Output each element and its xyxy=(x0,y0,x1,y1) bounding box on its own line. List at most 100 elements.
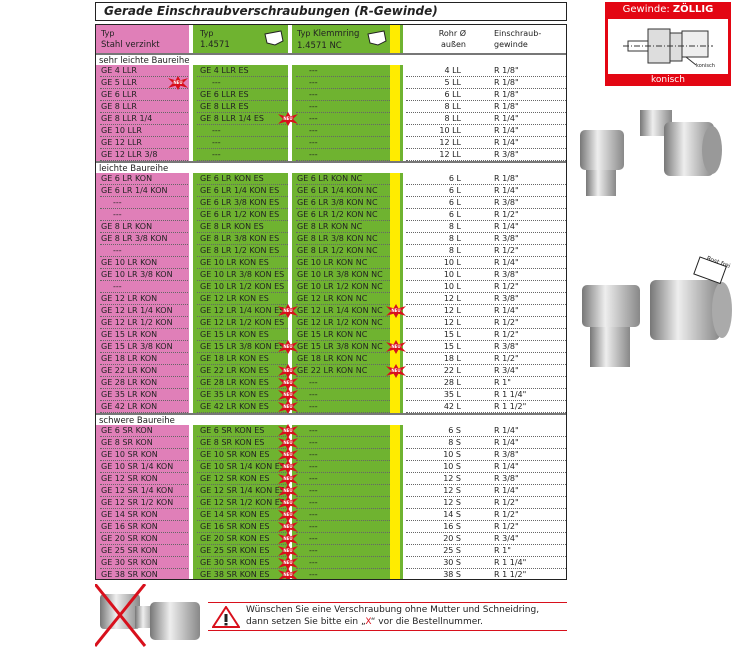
new-badge-icon: NEU xyxy=(278,484,298,498)
row-divider xyxy=(406,388,566,389)
row-divider xyxy=(100,568,188,569)
cell-type-3: --- xyxy=(309,510,318,519)
fitting-photo-galvanized xyxy=(580,110,722,196)
row-divider xyxy=(406,76,566,77)
cell-type-2: GE 12 SR KON ES xyxy=(200,474,270,483)
row-divider xyxy=(296,328,390,329)
table-row: GE 16 SR KON GE 16 SR KON ES --- 16 S R 1/2"… xyxy=(96,520,566,534)
cell-thread: R 1/2" xyxy=(494,330,519,339)
table-row: GE 15 LR KON GE 15 LR KON ES GE 15 LR KON … xyxy=(96,329,566,341)
row-divider xyxy=(406,532,566,533)
cell-type-3: --- xyxy=(309,438,318,447)
row-divider xyxy=(100,496,188,497)
row-divider xyxy=(197,544,288,545)
header-text: Stahl verzinkt xyxy=(101,40,160,50)
thread-diagram: konisch xyxy=(608,19,728,74)
cell-type-1: GE 6 SR KON xyxy=(101,426,153,435)
row-divider xyxy=(197,496,288,497)
cell-thread: R 1/2" xyxy=(494,282,519,291)
row-divider xyxy=(296,484,390,485)
row-divider xyxy=(296,244,390,245)
row-divider xyxy=(100,472,188,473)
cell-type-1: GE 6 LR 1/4 KON xyxy=(101,186,168,195)
row-divider xyxy=(197,304,288,305)
row-divider xyxy=(100,508,188,509)
row-divider xyxy=(197,400,288,401)
table-row: GE 30 SR KON GE 30 SR KON ES --- 30 S R 1 1/… xyxy=(96,556,566,570)
cell-thread: R 1/4" xyxy=(494,126,519,135)
cell-thread: R 1/8" xyxy=(494,78,519,87)
cell-type-2: GE 22 LR KON ES xyxy=(200,366,269,375)
cell-type-3: --- xyxy=(309,474,318,483)
row-divider xyxy=(406,160,566,161)
cell-thread: R 3/8" xyxy=(494,270,519,279)
row-divider xyxy=(100,232,188,233)
cell-thread: R 1/8" xyxy=(494,90,519,99)
header-col5: Einschraub-gewinde xyxy=(494,28,541,50)
cell-type-3: --- xyxy=(309,426,318,435)
cell-type-3: GE 8 LR KON NC xyxy=(297,222,363,231)
row-divider xyxy=(406,112,566,113)
row-divider xyxy=(296,352,390,353)
cell-pipe-diameter: 12 S xyxy=(443,498,461,507)
cell-type-3: GE 12 LR KON NC xyxy=(297,294,368,303)
row-divider xyxy=(406,328,566,329)
table-row: GE 42 LR KON GE 42 LR KON ES --- 42 L R 1 1/… xyxy=(96,400,566,414)
table-row: GE 8 SR KON GE 8 SR KON ES --- 8 S R 1/4" NEU xyxy=(96,436,566,450)
row-divider xyxy=(296,412,390,413)
row-divider xyxy=(100,532,188,533)
cell-type-3: --- xyxy=(309,462,318,471)
row-divider xyxy=(406,448,566,449)
row-divider xyxy=(296,448,390,449)
cell-type-1: GE 25 SR KON xyxy=(101,546,158,555)
cell-type-3: GE 22 LR KON NC xyxy=(297,366,368,375)
cell-type-1: GE 12 LR 1/4 KON xyxy=(101,306,173,315)
cell-pipe-diameter: 38 S xyxy=(443,570,461,579)
row-divider xyxy=(197,88,288,89)
cell-type-3: --- xyxy=(309,558,318,567)
cell-type-1: GE 10 LR 3/8 KON xyxy=(101,270,173,279)
row-divider xyxy=(406,436,566,437)
cell-pipe-diameter: 8 L xyxy=(448,234,461,243)
cell-type-3: GE 6 LR 1/2 KON NC xyxy=(297,210,378,219)
cell-type-3: --- xyxy=(309,114,318,123)
new-badge-icon: NEU xyxy=(278,568,298,579)
row-divider xyxy=(197,256,288,257)
row-divider xyxy=(100,244,188,245)
cell-type-2: GE 10 LR 3/8 KON ES xyxy=(200,270,285,279)
cell-thread: R 1/4" xyxy=(494,486,519,495)
cell-pipe-diameter: 8 L xyxy=(448,222,461,231)
cell-pipe-diameter: 18 L xyxy=(443,354,461,363)
row-divider xyxy=(100,328,188,329)
cell-type-2: GE 20 SR KON ES xyxy=(200,534,270,543)
row-divider xyxy=(197,124,288,125)
row-divider xyxy=(406,508,566,509)
row-divider xyxy=(197,112,288,113)
cell-pipe-diameter: 12 L xyxy=(443,294,461,303)
cell-type-1: GE 35 LR KON xyxy=(101,390,158,399)
new-badge-icon: NEU xyxy=(278,520,298,534)
row-divider xyxy=(296,268,390,269)
header-text: Einschraub- xyxy=(494,29,542,38)
cell-type-3: GE 10 LR KON NC xyxy=(297,258,368,267)
green-stripe xyxy=(400,25,403,579)
row-divider xyxy=(406,412,566,413)
new-badge-icon: NEU xyxy=(278,532,298,546)
cell-pipe-diameter: 12 S xyxy=(443,474,461,483)
cell-type-2: GE 30 SR KON ES xyxy=(200,558,270,567)
fitting-cross-section-icon xyxy=(623,28,713,66)
table-row: GE 8 LLR 1/4 GE 8 LLR 1/4 ES --- 8 LL R 1/4"… xyxy=(96,112,566,126)
row-divider xyxy=(296,124,390,125)
new-badge-icon: NEU xyxy=(278,460,298,474)
cell-thread: R 3/8" xyxy=(494,150,519,159)
cell-pipe-diameter: 30 S xyxy=(443,558,461,567)
row-divider xyxy=(100,268,188,269)
row-divider xyxy=(406,280,566,281)
cell-type-3: GE 10 LR 1/2 KON NC xyxy=(297,282,383,291)
row-divider xyxy=(100,208,188,209)
cell-type-1: GE 22 LR KON xyxy=(101,366,158,375)
row-divider xyxy=(197,292,288,293)
cell-type-3: GE 10 LR 3/8 KON NC xyxy=(297,270,383,279)
warning-line2b: “ vor die Bestellnummer. xyxy=(370,617,483,627)
cell-type-2: GE 8 LR 1/2 KON ES xyxy=(200,246,280,255)
